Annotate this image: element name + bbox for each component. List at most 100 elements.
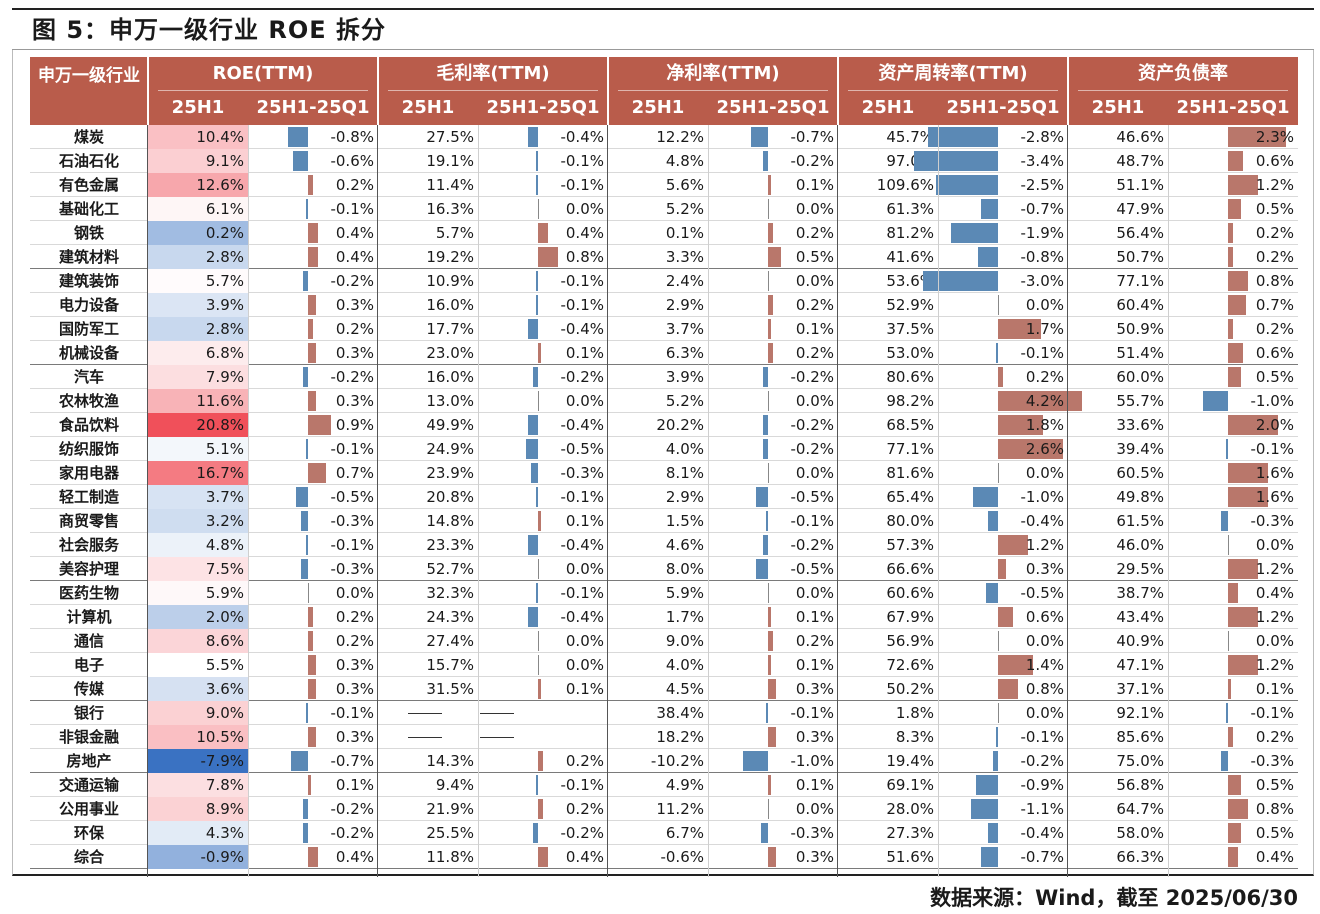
change-value: 0.3% bbox=[795, 848, 834, 866]
change-bar bbox=[768, 319, 771, 339]
change-value: 0.3% bbox=[335, 296, 374, 314]
change-bar bbox=[1228, 535, 1229, 555]
change-value: -0.2% bbox=[330, 800, 374, 818]
change-bar bbox=[308, 223, 318, 243]
header-separator bbox=[147, 57, 149, 125]
change-value: 0.5% bbox=[1255, 368, 1294, 386]
change-value: 0.0% bbox=[1025, 632, 1064, 650]
change-value: -0.2% bbox=[790, 536, 834, 554]
level-value: 1.7% bbox=[665, 608, 704, 626]
change-bar bbox=[914, 151, 998, 171]
level-value: 8.3% bbox=[895, 728, 934, 746]
change-bar bbox=[998, 439, 1063, 459]
level-value: 11.8% bbox=[426, 848, 474, 866]
change-value: -0.1% bbox=[560, 776, 604, 794]
change-bar bbox=[768, 391, 769, 411]
change-bar bbox=[533, 823, 538, 843]
industry-name: 有色金属 bbox=[58, 176, 119, 194]
industry-name: 房地产 bbox=[66, 752, 112, 770]
change-bar bbox=[1228, 559, 1258, 579]
change-bar bbox=[760, 823, 768, 843]
industry-name: 环保 bbox=[73, 824, 104, 842]
level-value: 5.7% bbox=[148, 269, 248, 293]
level-value: 47.9% bbox=[1116, 200, 1164, 218]
change-bar bbox=[768, 775, 771, 795]
change-value: 0.4% bbox=[335, 224, 374, 242]
change-value: -0.3% bbox=[330, 512, 374, 530]
level-value: 19.4% bbox=[886, 752, 934, 770]
change-value: -2.5% bbox=[1020, 176, 1064, 194]
change-value: -0.2% bbox=[1020, 752, 1064, 770]
change-bar bbox=[293, 151, 308, 171]
table-row: 传媒 3.6% 0.3% 31.5% 0.1% 4.5% 0.3% 50.2% 0.8% 37.1… bbox=[30, 677, 1298, 701]
change-value: -0.1% bbox=[330, 704, 374, 722]
change-value: 0.0% bbox=[1025, 296, 1064, 314]
table-row: 非银金融 10.5% 0.3% 18.2% 0.3% 8.3% -0.1% 85.6% 0.2% bbox=[30, 725, 1298, 749]
table-row: 建筑装饰 5.7% -0.2% 10.9% -0.1% 2.4% 0.0% 53.6% -3.0… bbox=[30, 269, 1298, 293]
table-row: 综合 -0.9% 0.4% 11.8% 0.4% -0.6% 0.3% 51.6% -0.7% 6… bbox=[30, 845, 1298, 869]
level-value: 16.0% bbox=[426, 296, 474, 314]
change-bar bbox=[923, 271, 998, 291]
change-value: 0.0% bbox=[1025, 704, 1064, 722]
change-bar bbox=[300, 559, 308, 579]
change-bar bbox=[763, 151, 768, 171]
change-value: 1.2% bbox=[1255, 176, 1294, 194]
change-bar bbox=[308, 607, 313, 627]
change-value: 0.4% bbox=[1255, 848, 1294, 866]
change-value: 0.8% bbox=[1255, 272, 1294, 290]
change-value: -0.4% bbox=[560, 536, 604, 554]
column-separator bbox=[478, 125, 479, 877]
level-value: 5.5% bbox=[148, 653, 248, 677]
not-applicable-dash bbox=[408, 713, 442, 714]
column-separator bbox=[938, 125, 939, 877]
level-value: 52.7% bbox=[426, 560, 474, 578]
change-value: 2.6% bbox=[1025, 440, 1064, 458]
level-value: 10.4% bbox=[148, 125, 248, 149]
industry-name: 建筑装饰 bbox=[58, 272, 119, 290]
figure-title: 图 5：申万一级行业 ROE 拆分 bbox=[12, 8, 1314, 50]
change-bar bbox=[1228, 223, 1233, 243]
level-value: 5.1% bbox=[148, 437, 248, 461]
industry-name: 钢铁 bbox=[73, 224, 104, 242]
change-bar bbox=[308, 679, 316, 699]
level-value: 81.2% bbox=[886, 224, 934, 242]
change-bar bbox=[1225, 439, 1228, 459]
change-bar bbox=[985, 583, 998, 603]
change-bar bbox=[538, 223, 548, 243]
change-bar bbox=[755, 487, 768, 507]
level-value: 24.3% bbox=[426, 608, 474, 626]
change-value: -0.2% bbox=[790, 440, 834, 458]
change-bar bbox=[535, 271, 538, 291]
group-separator bbox=[1067, 125, 1068, 877]
level-value: 1.8% bbox=[895, 704, 934, 722]
group-header-underline bbox=[848, 90, 1058, 91]
level-value: 53.0% bbox=[886, 344, 934, 362]
industry-name: 食品饮料 bbox=[58, 416, 119, 434]
change-bar bbox=[1228, 607, 1258, 627]
change-bar bbox=[998, 535, 1028, 555]
change-value: -0.8% bbox=[1020, 248, 1064, 266]
change-bar bbox=[305, 703, 308, 723]
change-value: -0.2% bbox=[790, 152, 834, 170]
change-value: -0.1% bbox=[560, 296, 604, 314]
change-value: 0.0% bbox=[795, 272, 834, 290]
change-value: -0.4% bbox=[560, 608, 604, 626]
level-value: 77.1% bbox=[1116, 272, 1164, 290]
not-applicable-dash bbox=[480, 737, 514, 738]
change-value: -0.3% bbox=[790, 824, 834, 842]
level-value: 27.4% bbox=[426, 632, 474, 650]
change-value: -0.3% bbox=[1250, 752, 1294, 770]
change-bar bbox=[538, 799, 543, 819]
change-bar bbox=[305, 439, 308, 459]
level-value: 4.5% bbox=[665, 680, 704, 698]
table-row: 电力设备 3.9% 0.3% 16.0% -0.1% 2.9% 0.2% 52.9% 0.0% 6… bbox=[30, 293, 1298, 317]
change-bar bbox=[525, 439, 538, 459]
change-bar bbox=[763, 367, 768, 387]
change-bar bbox=[765, 511, 768, 531]
change-value: -0.1% bbox=[1250, 440, 1294, 458]
change-value: 1.7% bbox=[1025, 320, 1064, 338]
table-row: 机械设备 6.8% 0.3% 23.0% 0.1% 6.3% 0.2% 53.0% -0.1% 5… bbox=[30, 341, 1298, 365]
change-bar bbox=[768, 247, 781, 267]
level-value: 56.9% bbox=[886, 632, 934, 650]
change-value: -0.3% bbox=[560, 464, 604, 482]
